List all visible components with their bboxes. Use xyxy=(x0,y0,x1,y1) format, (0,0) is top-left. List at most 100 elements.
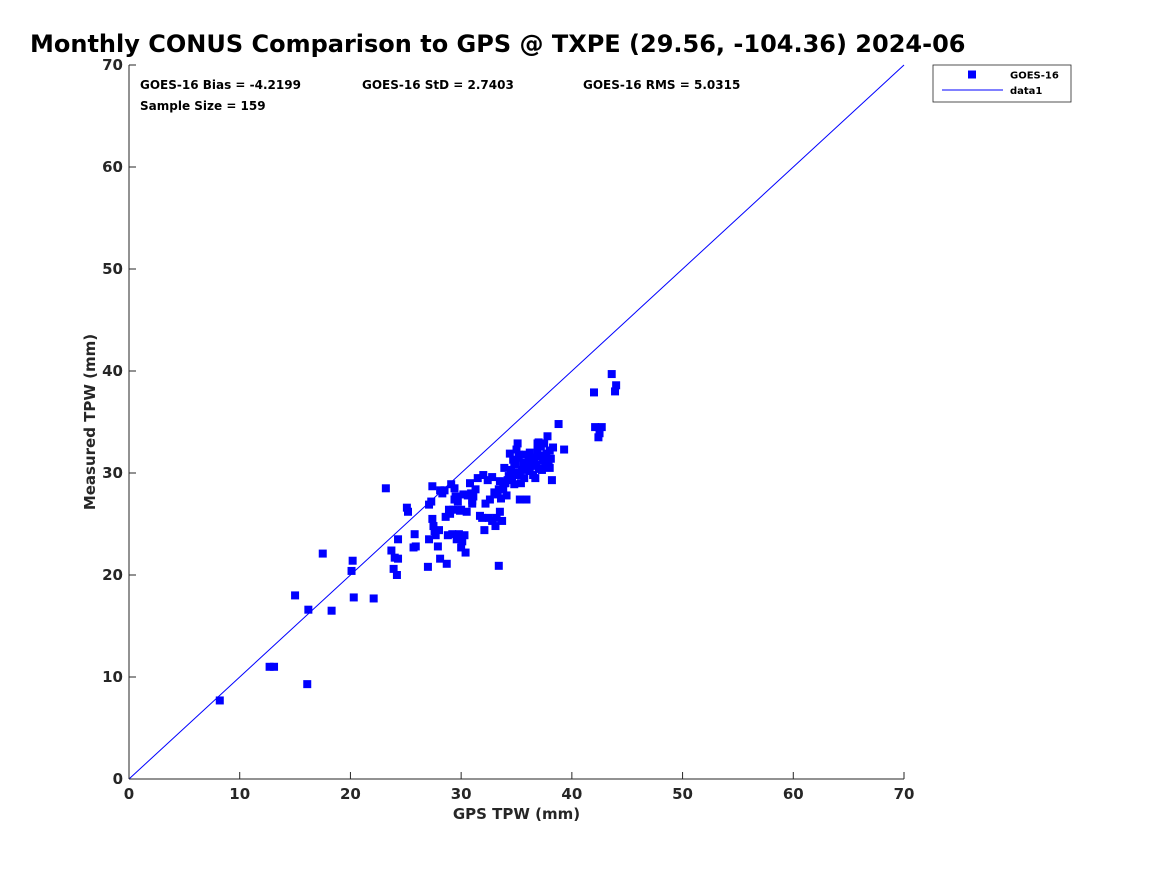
data-point-goes16-68 xyxy=(480,526,489,535)
data-point-goes16-8 xyxy=(348,556,357,565)
data-point-goes16-139 xyxy=(595,429,604,438)
data-point-goes16-123 xyxy=(539,456,548,465)
data-point-goes16-0 xyxy=(215,696,224,705)
data-point-goes16-40 xyxy=(442,559,451,568)
x-tick-label: 70 xyxy=(894,785,915,803)
y-tick-label: 30 xyxy=(102,464,123,482)
data-point-goes16-53 xyxy=(458,537,467,546)
data-point-goes16-128 xyxy=(544,458,553,467)
data-point-goes16-12 xyxy=(381,484,390,493)
y-tick-label: 10 xyxy=(102,668,123,686)
data-point-goes16-138 xyxy=(594,433,603,442)
legend: GOES-16 data1 xyxy=(932,64,1072,103)
data-point-goes16-7 xyxy=(327,606,336,615)
data-point-goes16-30 xyxy=(429,522,438,531)
data-point-goes16-2 xyxy=(270,662,279,671)
data-point-goes16-3 xyxy=(291,591,300,600)
data-point-goes16-4 xyxy=(304,605,313,614)
data-point-goes16-143 xyxy=(612,381,621,390)
data-point-goes16-93 xyxy=(509,455,518,464)
data-point-goes16-22 xyxy=(411,542,420,551)
data-point-goes16-79 xyxy=(494,561,503,570)
data-point-goes16-11 xyxy=(369,594,378,603)
x-axis-label: GPS TPW (mm) xyxy=(453,805,580,823)
x-tick-label: 0 xyxy=(124,785,134,803)
stat-sample-size: Sample Size = 159 xyxy=(140,99,266,113)
data-point-goes16-62 xyxy=(469,492,478,501)
x-tick-label: 60 xyxy=(783,785,804,803)
stat-std: GOES-16 StD = 2.7403 xyxy=(362,78,514,92)
data-point-goes16-18 xyxy=(394,535,403,544)
data-point-goes16-105 xyxy=(520,474,529,483)
data-point-goes16-131 xyxy=(546,454,555,463)
data-point-goes16-78 xyxy=(494,485,503,494)
data-point-goes16-77 xyxy=(493,490,502,499)
data-point-goes16-28 xyxy=(428,482,437,491)
data-point-goes16-52 xyxy=(457,543,466,552)
data-point-goes16-23 xyxy=(410,530,419,539)
data-point-goes16-147 xyxy=(468,499,477,508)
data-point-goes16-96 xyxy=(512,445,521,454)
data-point-goes16-73 xyxy=(488,516,497,525)
legend-label-data1: data1 xyxy=(1010,86,1042,97)
data-point-goes16-46 xyxy=(450,484,459,493)
data-point-goes16-6 xyxy=(318,549,327,558)
data-point-goes16-106 xyxy=(521,450,530,459)
data-point-goes16-104 xyxy=(519,458,528,467)
data-point-goes16-27 xyxy=(427,497,436,506)
data-point-goes16-76 xyxy=(492,513,501,522)
data-point-goes16-69 xyxy=(481,499,490,508)
data-point-goes16-35 xyxy=(436,554,445,563)
data-point-goes16-83 xyxy=(498,516,507,525)
data-point-goes16-43 xyxy=(447,480,456,489)
data-point-goes16-154 xyxy=(444,505,453,514)
data-point-goes16-80 xyxy=(495,477,504,486)
data-point-goes16-92 xyxy=(508,473,517,482)
data-point-goes16-146 xyxy=(514,450,523,459)
data-point-goes16-55 xyxy=(460,531,469,540)
data-point-goes16-14 xyxy=(389,564,398,573)
data-point-goes16-124 xyxy=(540,439,549,448)
data-point-goes16-42 xyxy=(446,509,455,518)
data-point-goes16-48 xyxy=(452,535,461,544)
data-point-goes16-115 xyxy=(531,474,540,483)
data-point-goes16-24 xyxy=(423,562,432,571)
y-tick-label: 60 xyxy=(102,158,123,176)
x-tick-label: 50 xyxy=(672,785,693,803)
data-point-goes16-82 xyxy=(497,494,505,503)
data-point-goes16-137 xyxy=(591,423,600,432)
stat-bias: GOES-16 Bias = -4.2199 xyxy=(140,78,301,92)
data-point-goes16-151 xyxy=(525,448,534,457)
data-point-goes16-25 xyxy=(425,535,434,544)
data-point-goes16-149 xyxy=(510,459,519,468)
stats-annotations: GOES-16 Bias = -4.2199 GOES-16 StD = 2.7… xyxy=(140,78,740,113)
data-point-goes16-112 xyxy=(528,453,536,462)
data-point-goes16-9 xyxy=(347,566,356,575)
data-point-goes16-116 xyxy=(532,460,541,469)
data-point-goes16-13 xyxy=(387,546,396,555)
data-point-goes16-10 xyxy=(349,593,358,602)
x-tick-label: 40 xyxy=(561,785,582,803)
data-point-goes16-107 xyxy=(522,495,531,504)
data-point-goes16-81 xyxy=(495,507,504,516)
data-point-goes16-32 xyxy=(431,531,440,540)
data-point-goes16-85 xyxy=(500,463,509,472)
y-tick-label: 50 xyxy=(102,260,123,278)
y-tick-label: 40 xyxy=(102,362,123,380)
data-point-goes16-142 xyxy=(611,387,620,396)
data-point-goes16-140 xyxy=(597,423,606,432)
data-point-goes16-1 xyxy=(265,662,274,671)
data-point-goes16-31 xyxy=(430,527,439,536)
data-point-goes16-45 xyxy=(449,505,458,514)
data-point-goes16-148 xyxy=(457,505,466,514)
data-point-goes16-41 xyxy=(443,531,452,540)
data-point-goes16-39 xyxy=(441,512,450,521)
legend-box xyxy=(932,64,1072,103)
data-point-goes16-90 xyxy=(505,449,514,458)
data-point-goes16-130 xyxy=(545,463,554,472)
data-point-goes16-110 xyxy=(525,466,534,475)
data-point-goes16-117 xyxy=(533,446,542,455)
legend-marker-goes16 xyxy=(968,70,976,79)
stat-rms: GOES-16 RMS = 5.0315 xyxy=(583,78,740,92)
